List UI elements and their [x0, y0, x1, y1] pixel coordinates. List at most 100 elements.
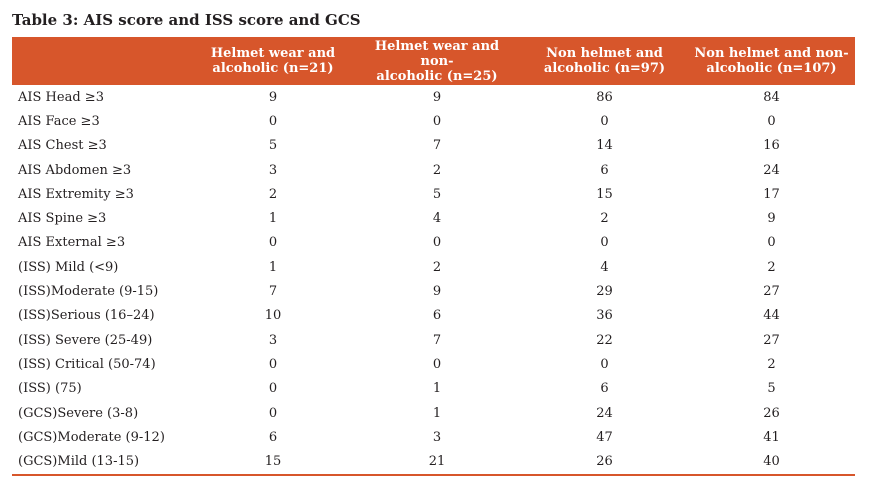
cell-value: 0	[268, 356, 278, 372]
table-row: AIS External ≥3 0 0 0 0	[12, 231, 855, 255]
cell-value: 21	[353, 449, 521, 476]
cell-value: 0	[600, 113, 609, 129]
cell-value: 2	[432, 259, 442, 275]
table-row: AIS Abdomen ≥3 3 2 6 24	[12, 158, 855, 182]
cell-value: 0	[432, 356, 442, 372]
table-row: AIS Chest ≥3 5 7 14 16	[12, 134, 855, 158]
row-label: AIS Chest ≥3	[18, 138, 107, 154]
cell-value: 0	[600, 235, 609, 251]
header-row: Helmet wear and alcoholic (n=21) Helmet we…	[12, 37, 855, 85]
cell-value: 9	[432, 284, 442, 300]
row-label: AIS Spine ≥3	[18, 211, 107, 227]
table-caption: Table 3: AIS score and ISS score and GCS	[12, 11, 361, 29]
header-line: Non helmet and	[546, 46, 663, 61]
cell-value: 0	[767, 113, 776, 129]
cell-value: 2	[767, 259, 776, 275]
cell-value: 5	[432, 186, 442, 202]
row-label: (ISS)Moderate (9-15)	[18, 284, 159, 300]
row-label: (ISS)Serious (16–24)	[18, 308, 155, 324]
cell-value: 2	[600, 211, 609, 227]
cell-value: 9	[767, 211, 776, 227]
header-line: Non helmet and non-	[694, 46, 849, 61]
cell-value: 5	[268, 138, 278, 154]
cell-value: 6	[268, 429, 278, 445]
cell-value: 86	[596, 89, 613, 105]
cell-value: 1	[268, 211, 278, 227]
cell-value: 26	[521, 449, 688, 476]
row-label: (GCS)Severe (3-8)	[18, 405, 139, 421]
cell-value: 0	[268, 405, 278, 421]
cell-value: 4	[600, 259, 609, 275]
cell-value: 15	[596, 186, 613, 202]
table-row: (ISS) Critical (50-74) 0 0 0 2	[12, 352, 855, 376]
row-label: AIS Extremity ≥3	[18, 186, 134, 202]
cell-value: 26	[763, 405, 780, 421]
header-line: alcoholic (n=21)	[212, 61, 334, 76]
cell-value: 3	[268, 332, 278, 348]
row-label: (GCS)Mild (13-15)	[12, 449, 193, 476]
row-label: AIS Abdomen ≥3	[18, 162, 132, 178]
table-row: AIS Face ≥3 0 0 0 0	[12, 109, 855, 133]
cell-value: 0	[432, 113, 442, 129]
cell-value: 24	[763, 162, 780, 178]
cell-value: 1	[432, 381, 442, 397]
cell-value: 2	[268, 186, 278, 202]
table-row: (ISS) Mild (<9) 1 2 4 2	[12, 255, 855, 279]
row-label: (GCS)Moderate (9-12)	[18, 429, 165, 445]
cell-value: 7	[432, 332, 442, 348]
cell-value: 29	[596, 284, 613, 300]
cell-value: 3	[432, 429, 442, 445]
cell-value: 27	[763, 284, 780, 300]
header-cell-1: Helmet wear and alcoholic (n=21)	[193, 37, 353, 85]
cell-value: 2	[432, 162, 442, 178]
cell-value: 0	[268, 381, 278, 397]
header-cell-2: Helmet wear and non-alcoholic (n=25)	[353, 37, 521, 85]
table-row: AIS Extremity ≥3 2 5 15 17	[12, 182, 855, 206]
cell-value: 41	[763, 429, 780, 445]
cell-value: 47	[596, 429, 613, 445]
header-cell-blank	[12, 37, 193, 85]
cell-value: 4	[432, 211, 442, 227]
table-row: (GCS)Mild (13-15) 15 21 26 40	[12, 449, 855, 476]
header-cell-3: Non helmet and alcoholic (n=97)	[521, 37, 688, 85]
cell-value: 2	[767, 356, 776, 372]
table-row: (GCS)Moderate (9-12) 6 3 47 41	[12, 425, 855, 449]
cell-value: 0	[600, 356, 609, 372]
cell-value: 10	[264, 308, 282, 324]
cell-value: 0	[268, 113, 278, 129]
cell-value: 0	[767, 235, 776, 251]
header-line: alcoholic (n=25)	[376, 68, 498, 84]
cell-value: 1	[432, 405, 442, 421]
cell-value: 14	[596, 138, 613, 154]
table-body: AIS Head ≥3 9 9 86 84 AIS Face ≥3 0 0 0 0 AIS Ches…	[12, 85, 855, 476]
header-line: alcoholic (n=97)	[543, 61, 666, 76]
row-label: (ISS) Severe (25-49)	[18, 332, 153, 348]
cell-value: 6	[432, 308, 442, 324]
header-line: Helmet wear and non-	[374, 38, 500, 69]
cell-value: 84	[763, 89, 780, 105]
cell-value: 5	[767, 381, 776, 397]
cell-value: 16	[763, 138, 780, 154]
row-label: AIS Face ≥3	[18, 113, 100, 129]
table-row: AIS Head ≥3 9 9 86 84	[12, 85, 855, 109]
cell-value: 9	[432, 89, 442, 105]
cell-value: 40	[688, 449, 855, 476]
row-label: AIS Head ≥3	[18, 89, 104, 105]
cell-value: 22	[596, 332, 613, 348]
table-row: (ISS)Moderate (9-15) 7 9 29 27	[12, 279, 855, 303]
header-cell-4: Non helmet and non-alcoholic (n=107)	[688, 37, 855, 85]
cell-value: 7	[432, 138, 442, 154]
cell-value: 0	[268, 235, 278, 251]
cell-value: 9	[268, 89, 278, 105]
cell-value: 44	[763, 308, 780, 324]
cell-value: 6	[600, 162, 609, 178]
table-row: (ISS)Serious (16–24) 10 6 36 44	[12, 304, 855, 328]
data-table: Helmet wear and alcoholic (n=21) Helmet we…	[12, 37, 855, 476]
cell-value: 6	[600, 381, 609, 397]
header-line: alcoholic (n=107)	[706, 61, 837, 76]
table-row: AIS Spine ≥3 1 4 2 9	[12, 206, 855, 230]
table-row: (ISS) (75) 0 1 6 5	[12, 377, 855, 401]
cell-value: 36	[596, 308, 613, 324]
cell-value: 7	[268, 284, 278, 300]
